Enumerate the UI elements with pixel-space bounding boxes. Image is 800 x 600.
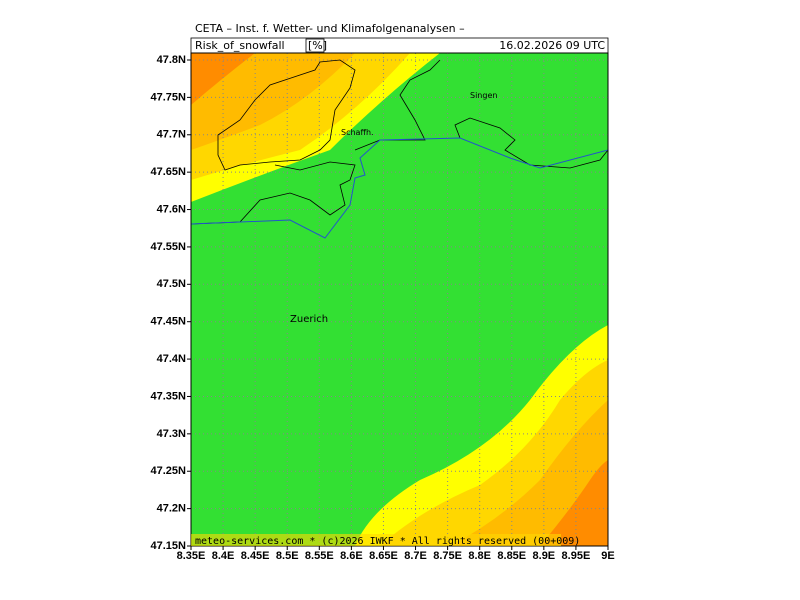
footer: meteo-services.com * (c)2026 IWKF * All … — [195, 536, 580, 547]
lon-label: 8.65E — [369, 550, 398, 562]
border — [217, 59, 356, 171]
lat-label: 47.15N — [151, 540, 187, 552]
lat-label: 47.2N — [157, 503, 186, 515]
lat-label: 47.5N — [157, 278, 186, 290]
place-label: Singen — [470, 91, 497, 100]
border — [454, 117, 608, 169]
lat-label: 47.25N — [151, 465, 187, 477]
lat-label: 47.45N — [151, 316, 187, 328]
lat-label: 47.35N — [151, 390, 187, 402]
lat-label: 47.7N — [157, 129, 186, 141]
axis-labels: 47.8N 47.75N 47.7N 47.65N 47.6N 47.55N 47.5N 47… — [151, 54, 615, 562]
lon-label: 9E — [601, 550, 614, 562]
lat-label: 47.8N — [157, 54, 186, 66]
lon-label: 8.35E — [177, 550, 206, 562]
unit-box — [305, 38, 325, 53]
river — [191, 137, 608, 239]
lon-label: 8.8E — [468, 550, 491, 562]
lon-label: 8.95E — [562, 550, 591, 562]
graticule — [191, 53, 608, 546]
datetime: 16.02.2026 09 UTC — [499, 39, 605, 52]
zone-amber-se — [450, 400, 608, 546]
lon-label: 8.75E — [433, 550, 462, 562]
lat-label: 47.55N — [151, 241, 187, 253]
lat-label: 47.6N — [157, 203, 186, 215]
lon-label: 8.6E — [340, 550, 363, 562]
field — [191, 53, 608, 546]
lat-label: 47.65N — [151, 166, 187, 178]
lon-label: 8.55E — [305, 550, 334, 562]
place-label: Zuerich — [290, 314, 328, 325]
lat-label: 47.4N — [157, 353, 186, 365]
border — [191, 161, 356, 225]
footer-band — [191, 534, 561, 546]
lon-label: 8.7E — [404, 550, 427, 562]
zone-orange — [191, 53, 255, 105]
lat-label: 47.3N — [157, 428, 186, 440]
header-title: CETA – Inst. f. Wetter- und Klimafolgena… — [195, 22, 465, 35]
place-label: Schaffh. — [341, 128, 374, 137]
lon-label: 8.5E — [276, 550, 299, 562]
lon-label: 8.9E — [533, 550, 556, 562]
lon-label: 8.85E — [497, 550, 526, 562]
zone-orange-se — [540, 460, 608, 546]
lat-label: 47.75N — [151, 91, 187, 103]
parameter-unit: [%] — [308, 39, 327, 52]
parameter-name: Risk_of_snowfall — [195, 39, 285, 52]
lon-label: 8.4E — [212, 550, 235, 562]
lon-label: 8.45E — [241, 550, 270, 562]
